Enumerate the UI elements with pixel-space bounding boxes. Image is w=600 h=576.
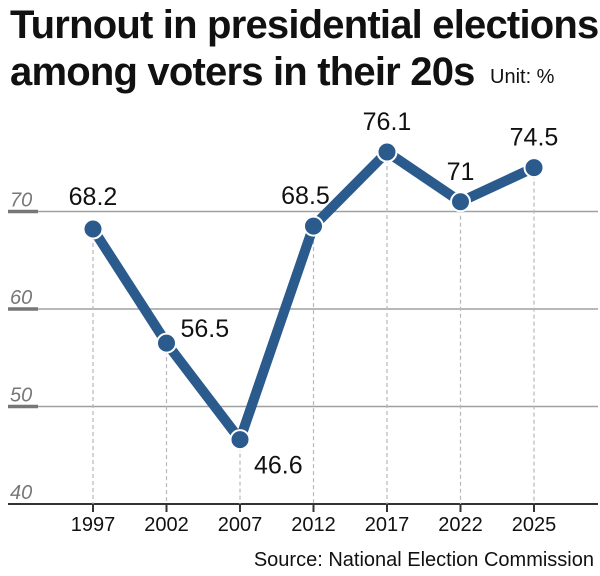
unit-label: Unit: % [490,66,555,88]
data-label-2025: 74.5 [510,124,559,152]
data-point-2025 [523,157,545,179]
y-tick-label-40: 40 [10,482,32,504]
chart-title-line-1: Turnout in presidential elections [10,3,599,47]
data-point-2022 [450,191,471,213]
data-point-2007 [229,429,251,451]
y-tick-label-70: 70 [10,190,32,212]
data-label-2007: 46.6 [254,452,303,480]
data-point-2002 [156,332,177,354]
x-tick-label-2025: 2025 [512,514,557,536]
x-tick-label-2022: 2022 [438,514,483,536]
x-tick-label-2002: 2002 [144,514,189,536]
source-note: Source: National Election Commission [253,549,594,571]
data-point-2017 [376,141,398,163]
data-label-2002: 56.5 [181,315,230,343]
x-tick-label-2007: 2007 [218,514,263,536]
x-tick-label-2017: 2017 [365,514,410,536]
data-label-1997: 68.2 [69,183,118,211]
y-tick-label-50: 50 [10,385,32,407]
chart-title: Turnout in presidential elections among … [10,2,600,96]
data-label-2017: 76.1 [363,108,412,136]
data-point-1997 [82,218,104,240]
x-tick-label-1997: 1997 [71,514,116,536]
x-tick-label-2012: 2012 [291,514,336,536]
y-tick-label-60: 60 [10,287,32,309]
data-label-2012: 68.5 [281,182,330,210]
chart-title-line-2: among voters in their 20s [10,50,475,94]
data-point-2012 [303,215,324,237]
data-label-2022: 71 [447,158,475,186]
